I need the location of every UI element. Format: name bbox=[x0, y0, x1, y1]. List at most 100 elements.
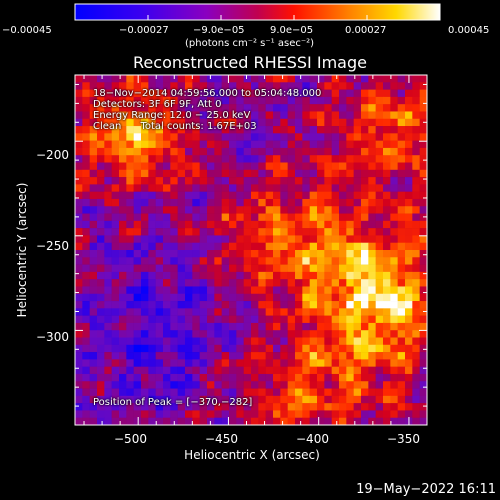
heatmap-cell bbox=[419, 162, 428, 171]
heatmap-cell bbox=[251, 89, 259, 98]
heatmap-cell bbox=[243, 410, 252, 419]
heatmap-cell bbox=[185, 177, 193, 185]
heatmap-cell bbox=[192, 89, 200, 98]
heatmap-cell bbox=[346, 373, 354, 382]
heatmap-cell bbox=[148, 126, 156, 134]
heatmap-cell bbox=[317, 286, 325, 295]
heatmap-cell bbox=[346, 337, 354, 346]
heatmap-cell bbox=[199, 410, 208, 419]
heatmap-cell bbox=[141, 286, 149, 295]
heatmap-cell bbox=[339, 250, 347, 258]
heatmap-cell bbox=[302, 301, 310, 309]
heatmap-cell bbox=[155, 388, 164, 397]
heatmap-cell bbox=[368, 315, 376, 324]
heatmap-cell bbox=[265, 344, 274, 353]
heatmap-cell bbox=[185, 315, 193, 324]
heatmap-cell bbox=[148, 403, 156, 411]
heatmap-cell bbox=[89, 352, 98, 360]
heatmap-cell bbox=[148, 96, 156, 105]
heatmap-cell bbox=[148, 264, 156, 273]
heatmap-cell bbox=[133, 82, 142, 90]
heatmap-cell bbox=[339, 315, 347, 324]
heatmap-cell bbox=[185, 155, 193, 163]
colorbar-tick-label-3: 9.0e−05 bbox=[270, 25, 314, 36]
heatmap-cell bbox=[155, 75, 164, 83]
heatmap-cell bbox=[287, 220, 296, 229]
heatmap-cell bbox=[170, 315, 178, 324]
heatmap-cell bbox=[148, 191, 156, 200]
heatmap-cell bbox=[302, 250, 310, 258]
heatmap-cell bbox=[75, 191, 83, 200]
heatmap-cell bbox=[185, 228, 193, 236]
heatmap-cell bbox=[236, 75, 244, 83]
heatmap-cell bbox=[295, 293, 303, 302]
heatmap-cell bbox=[214, 344, 222, 353]
heatmap-cell bbox=[97, 118, 105, 127]
heatmap-cell bbox=[148, 220, 156, 229]
heatmap-cell bbox=[412, 293, 420, 302]
heatmap-cell bbox=[287, 337, 296, 346]
heatmap-cell bbox=[236, 271, 244, 280]
heatmap-cell bbox=[89, 213, 98, 222]
heatmap-cell bbox=[258, 395, 266, 404]
heatmap-cell bbox=[295, 198, 303, 207]
heatmap-cell bbox=[346, 395, 354, 404]
heatmap-cell bbox=[361, 213, 369, 222]
heatmap-cell bbox=[405, 322, 413, 331]
heatmap-cell bbox=[258, 126, 266, 134]
heatmap-cell bbox=[221, 403, 230, 411]
heatmap-cell bbox=[265, 388, 274, 397]
heatmap-cell bbox=[287, 147, 296, 156]
heatmap-cell bbox=[243, 206, 252, 214]
heatmap-cell bbox=[251, 395, 259, 404]
heatmap-cell bbox=[331, 220, 340, 229]
heatmap-cell bbox=[141, 140, 149, 149]
heatmap-cell bbox=[192, 111, 200, 120]
heatmap-cell bbox=[141, 257, 149, 265]
heatmap-cell bbox=[119, 162, 127, 171]
heatmap-cell bbox=[295, 104, 303, 112]
heatmap-cell bbox=[273, 242, 281, 251]
heatmap-cell bbox=[221, 184, 230, 192]
heatmap-cell bbox=[412, 250, 420, 258]
heatmap-cell bbox=[82, 220, 90, 229]
heatmap-cell bbox=[192, 118, 200, 127]
heatmap-cell bbox=[97, 162, 105, 171]
heatmap-cell bbox=[258, 228, 266, 236]
heatmap-cell bbox=[419, 381, 428, 389]
heatmap-cell bbox=[368, 242, 376, 251]
heatmap-cell bbox=[163, 279, 171, 287]
heatmap-cell bbox=[243, 96, 252, 105]
heatmap-cell bbox=[265, 198, 274, 207]
heatmap-cell bbox=[148, 162, 156, 171]
heatmap-cell bbox=[163, 133, 171, 141]
heatmap-cell bbox=[119, 126, 127, 134]
heatmap-cell bbox=[390, 191, 398, 200]
heatmap-cell bbox=[104, 104, 112, 112]
heatmap-cell bbox=[243, 147, 252, 156]
heatmap-cell bbox=[280, 213, 288, 222]
heatmap-cell bbox=[214, 250, 222, 258]
heatmap-cell bbox=[163, 344, 171, 353]
heatmap-cell bbox=[155, 344, 164, 353]
heatmap-cell bbox=[141, 293, 149, 302]
heatmap-cell bbox=[111, 235, 120, 244]
heatmap-cell bbox=[163, 126, 171, 134]
heatmap-cell bbox=[89, 75, 98, 83]
heatmap-cell bbox=[214, 403, 222, 411]
heatmap-cell bbox=[214, 366, 222, 375]
heatmap-cell bbox=[324, 279, 332, 287]
heatmap-cell bbox=[295, 344, 303, 353]
heatmap-cell bbox=[75, 322, 83, 331]
heatmap-cell bbox=[390, 286, 398, 295]
heatmap-cell bbox=[368, 75, 376, 83]
heatmap-cell bbox=[243, 111, 252, 120]
heatmap-cell bbox=[368, 198, 376, 207]
heatmap-cell bbox=[111, 308, 120, 316]
heatmap-cell bbox=[104, 410, 112, 419]
heatmap-cell bbox=[287, 286, 296, 295]
heatmap-cell bbox=[309, 395, 318, 404]
heatmap-cell bbox=[302, 271, 310, 280]
heatmap-cell bbox=[251, 366, 259, 375]
heatmap-cell bbox=[119, 96, 127, 105]
